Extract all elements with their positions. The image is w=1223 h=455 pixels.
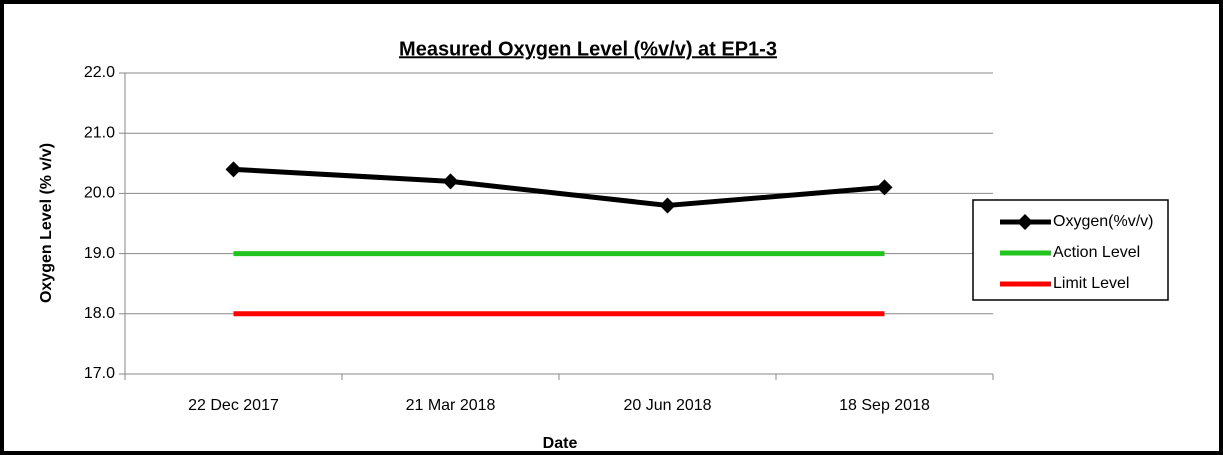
data-point bbox=[442, 173, 459, 190]
x-tick-label: 22 Dec 2017 bbox=[188, 397, 279, 414]
legend-label: Limit Level bbox=[1053, 275, 1129, 292]
y-axis-label: Oxygen Level (% v/v) bbox=[38, 143, 55, 303]
y-tick-label: 21.0 bbox=[84, 124, 115, 141]
x-axis-label: Date bbox=[543, 435, 578, 452]
data-point bbox=[659, 197, 676, 214]
legend-label: Action Level bbox=[1053, 244, 1140, 261]
chart-title: Measured Oxygen Level (%v/v) at EP1-3 bbox=[399, 38, 777, 60]
y-tick-label: 18.0 bbox=[84, 305, 115, 322]
data-point bbox=[876, 179, 893, 196]
y-tick-label: 22.0 bbox=[84, 64, 115, 81]
y-tick-label: 17.0 bbox=[84, 365, 115, 382]
legend-marker bbox=[1017, 214, 1033, 230]
x-tick-label: 20 Jun 2018 bbox=[623, 397, 711, 414]
y-tick-label: 20.0 bbox=[84, 185, 115, 202]
y-tick-label: 19.0 bbox=[84, 245, 115, 262]
data-point bbox=[225, 161, 242, 178]
x-tick-label: 21 Mar 2018 bbox=[406, 397, 496, 414]
series-line bbox=[233, 166, 885, 208]
x-tick-label: 18 Sep 2018 bbox=[839, 397, 930, 414]
legend-label: Oxygen(%v/v) bbox=[1053, 213, 1153, 230]
